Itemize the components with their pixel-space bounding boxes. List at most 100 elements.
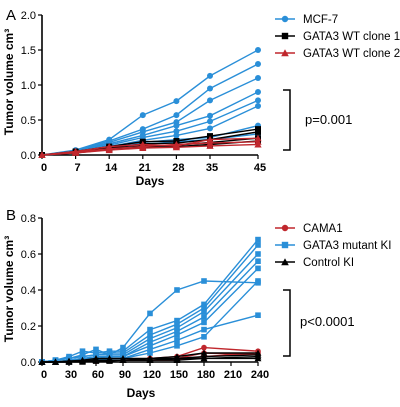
- legend-marker-b: [281, 258, 289, 266]
- legend-marker-b: [281, 224, 289, 232]
- y-tick-label-a: 2.0: [21, 10, 36, 22]
- data-point-b-1: [174, 287, 180, 293]
- data-point-a-2: [172, 143, 180, 151]
- data-point-a-0: [255, 61, 261, 67]
- data-point-a-0: [173, 128, 180, 135]
- data-point-b-1: [147, 339, 153, 345]
- y-tick-label-a: 1.0: [21, 80, 36, 92]
- plot-area-b: [38, 236, 262, 365]
- panel-a: A Tumor volume cm³ Days 0.0 0.5 1.0 1.5 2.0 0…: [2, 7, 400, 188]
- data-point-a-2: [206, 142, 214, 149]
- plot-area-a: [38, 47, 262, 158]
- data-point-b-1: [255, 265, 261, 272]
- y-tick-label-b: 0.4: [21, 285, 36, 297]
- data-point-a-0: [173, 112, 180, 119]
- data-point-b-1: [201, 334, 207, 340]
- series-a-2: [38, 134, 262, 158]
- legend-b: CAMA1 GATA3 mutant KI Control KI: [275, 223, 391, 269]
- legend-marker-a: [281, 49, 289, 57]
- data-point-b-0: [201, 344, 207, 351]
- data-point-b-2: [200, 355, 208, 362]
- y-tick-label-b: 0.0: [21, 357, 36, 369]
- data-point-a-0: [139, 112, 146, 119]
- data-point-b-2: [52, 358, 59, 365]
- data-point-a-0: [255, 47, 261, 53]
- data-point-b-2: [173, 356, 181, 363]
- legend-marker-a: [281, 32, 289, 40]
- legend-label-b: CAMA1: [303, 223, 343, 235]
- significance-bracket-b: [283, 289, 291, 357]
- y-axis-label-a: Tumor volume cm³: [2, 29, 16, 135]
- significance-bracket-a: [283, 89, 291, 151]
- annotation-a: p=0.001: [305, 112, 352, 127]
- data-point-b-1: [147, 335, 153, 342]
- y-tick-label-b: 0.2: [21, 321, 36, 333]
- x-tick-label-b: 210: [224, 369, 242, 381]
- x-tick-label-a: 0: [41, 162, 47, 174]
- x-tick-label-b: 60: [92, 369, 104, 381]
- data-point-b-2: [106, 357, 113, 364]
- data-point-b-2: [146, 356, 154, 363]
- data-point-b-2: [254, 355, 262, 362]
- series-b-1: [39, 236, 261, 365]
- data-point-b-1: [255, 258, 261, 264]
- series-b-2: [38, 349, 262, 365]
- data-point-b-1: [201, 308, 207, 315]
- x-axis-label-a: Days: [136, 174, 165, 188]
- data-point-b-1: [147, 326, 153, 333]
- data-point-b-1: [174, 343, 180, 349]
- x-tick-label-b: 90: [119, 369, 131, 381]
- data-point-b-2: [119, 356, 127, 363]
- data-point-a-0: [207, 112, 213, 119]
- data-point-a-2: [206, 136, 214, 143]
- y-axis-label-b: Tumor volume cm³: [2, 236, 16, 342]
- legend-marker-a: [281, 15, 289, 23]
- data-point-b-2: [92, 357, 100, 364]
- legend-label-a: MCF-7: [303, 14, 338, 26]
- legend-label-a: GATA3 WT clone 2: [303, 48, 400, 60]
- x-tick-label-a: 7: [75, 162, 81, 174]
- data-point-b-1: [147, 346, 153, 353]
- data-point-a-0: [255, 75, 261, 81]
- data-point-b-1: [174, 317, 180, 324]
- data-point-a-2: [139, 144, 147, 151]
- x-tick-label-b: 0: [41, 369, 47, 381]
- data-point-b-1: [174, 332, 180, 338]
- legend-a: MCF-7 GATA3 WT clone 1 GATA3 WT clone 2: [275, 14, 400, 60]
- annotation-b: p<0.0001: [300, 314, 355, 329]
- data-point-a-2: [38, 151, 46, 158]
- data-point-b-1: [201, 314, 207, 320]
- x-tick-label-b: 240: [251, 369, 269, 381]
- data-point-a-1: [255, 128, 261, 135]
- legend-label-b: Control KI: [303, 257, 354, 269]
- data-point-b-1: [201, 319, 207, 326]
- data-point-b-1: [147, 332, 153, 338]
- data-point-b-1: [201, 326, 207, 333]
- data-point-b-1: [120, 344, 126, 351]
- legend-label-a: GATA3 WT clone 1: [303, 31, 400, 43]
- x-tick-label-a: 14: [105, 162, 118, 174]
- data-point-b-2: [79, 358, 86, 365]
- y-tick-label-a: 0.0: [21, 150, 36, 162]
- legend-label-b: GATA3 mutant KI: [303, 240, 391, 252]
- x-tick-label-b: 180: [197, 369, 215, 381]
- panel-label-b: B: [6, 207, 16, 224]
- data-point-a-0: [207, 85, 213, 92]
- data-point-b-1: [147, 343, 153, 349]
- data-point-a-0: [207, 125, 213, 132]
- data-point-b-1: [147, 310, 153, 317]
- data-point-b-1: [255, 236, 261, 243]
- data-point-a-2: [254, 134, 262, 142]
- data-point-b-1: [174, 321, 180, 327]
- data-point-a-0: [207, 72, 213, 79]
- data-point-b-2: [38, 358, 46, 365]
- x-tick-label-a: 35: [206, 162, 218, 174]
- data-point-b-1: [255, 278, 261, 284]
- data-point-b-1: [93, 346, 99, 353]
- x-tick-label-b: 150: [170, 369, 188, 381]
- data-point-a-0: [207, 118, 213, 125]
- data-point-b-2: [65, 358, 73, 365]
- data-point-a-0: [173, 132, 180, 139]
- y-tick-label-a: 1.5: [21, 45, 36, 57]
- data-point-a-0: [173, 122, 180, 129]
